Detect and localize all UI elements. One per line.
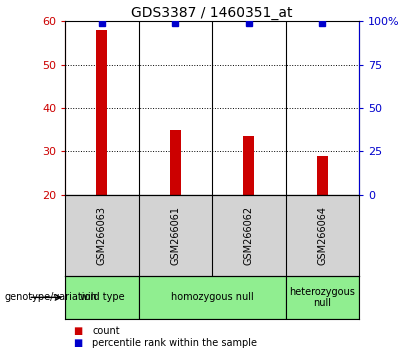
Bar [317, 156, 328, 195]
Text: count: count [92, 326, 120, 336]
Text: genotype/variation: genotype/variation [4, 292, 97, 302]
Text: GSM266063: GSM266063 [97, 206, 107, 265]
Bar [170, 130, 181, 195]
Bar [65, 276, 139, 319]
Text: homozygous null: homozygous null [171, 292, 254, 302]
Text: ■: ■ [74, 338, 83, 348]
Text: percentile rank within the sample: percentile rank within the sample [92, 338, 257, 348]
Title: GDS3387 / 1460351_at: GDS3387 / 1460351_at [131, 6, 293, 20]
Bar [139, 276, 286, 319]
Text: heterozygous
null: heterozygous null [289, 286, 355, 308]
Text: ■: ■ [74, 326, 83, 336]
Text: wild type: wild type [79, 292, 124, 302]
Bar [96, 30, 108, 195]
Bar [286, 276, 359, 319]
Text: GSM266062: GSM266062 [244, 206, 254, 265]
Text: GSM266064: GSM266064 [318, 206, 327, 265]
Bar [243, 136, 255, 195]
Text: GSM266061: GSM266061 [171, 206, 180, 265]
